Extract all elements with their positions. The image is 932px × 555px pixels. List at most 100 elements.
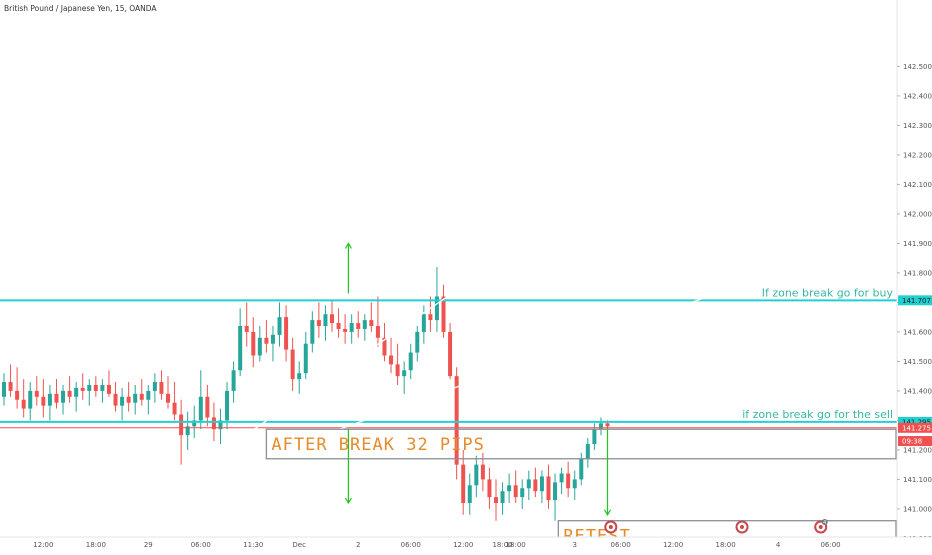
arrow-head [604, 509, 612, 516]
candle-body [343, 328, 348, 332]
time-tick-label: 18:00 [492, 541, 512, 549]
candle-body [198, 396, 203, 421]
candle-body [415, 331, 420, 353]
candle-body [566, 473, 571, 489]
candle-body [559, 473, 564, 483]
candle-body [126, 396, 131, 403]
price-tick-label: 141.900 [903, 240, 932, 248]
candle-body [139, 393, 144, 400]
candle-body [205, 396, 210, 418]
candle-body [179, 414, 184, 436]
candle-body [487, 479, 492, 498]
candle-body [61, 390, 66, 403]
candle-body [244, 326, 249, 332]
time-tick-label: 3 [572, 541, 576, 549]
candle-body [454, 376, 459, 465]
candle-body [480, 464, 485, 480]
candle-body [605, 423, 610, 427]
price-badge-label: 141.295 [902, 418, 931, 426]
candle-body [152, 382, 157, 391]
candle-body [146, 390, 151, 400]
time-axis[interactable]: 12:00 18:00 29 06:00 11:30 Dec 2 06:00 12:00 18:0… [33, 541, 840, 549]
time-tick-label: 2 [356, 541, 360, 549]
arrow-head [344, 497, 352, 505]
trendline [38, 228, 897, 537]
price-tick-label: 141.000 [903, 505, 932, 513]
candle-body [80, 387, 85, 391]
price-tick-label: 142.100 [903, 181, 932, 189]
time-tick-label: 4 [776, 541, 781, 549]
event-count-label: 4 [823, 520, 826, 526]
candle-body [270, 334, 275, 344]
event-badge-dot [818, 525, 823, 529]
time-tick-label: 18:00 [716, 541, 736, 549]
candle-body [369, 320, 374, 326]
candle-body [67, 390, 72, 397]
candle-body [211, 417, 216, 430]
candle-body [356, 323, 361, 329]
event-markers: 4 [604, 519, 828, 534]
candle-body [375, 326, 380, 338]
record-event-icon [735, 520, 749, 534]
candle-body [277, 317, 282, 335]
candle-body [441, 296, 446, 332]
candle-body [185, 426, 190, 436]
price-tick-label: 142.300 [903, 122, 932, 130]
candle-body [539, 476, 544, 492]
candle-body [592, 429, 597, 444]
candle-body [316, 320, 321, 326]
price-tick-label: 141.200 [903, 446, 932, 454]
candle-body [362, 320, 367, 329]
time-tick-label: Dec [292, 541, 306, 549]
calendar-event-icon [604, 520, 618, 534]
time-tick-label: 06:00 [401, 541, 421, 549]
time-tick-label: 18:00 [506, 541, 526, 549]
candle-body [93, 385, 98, 391]
candle-body [310, 320, 315, 344]
candle-body [323, 314, 328, 326]
candle-body [225, 390, 230, 421]
price-badge [898, 295, 932, 306]
candle-body [520, 488, 525, 498]
time-tick-label: 06:00 [611, 541, 631, 549]
price-tick-label: 142.500 [903, 63, 932, 71]
candle-body [54, 393, 59, 403]
candle-body [106, 385, 111, 394]
annotation-text: AFTER BREAK 32 PIPS [271, 435, 484, 455]
price-badge-label: 141.275 [902, 424, 931, 432]
candle-body [231, 370, 236, 391]
candle-body [428, 314, 433, 321]
symbol-title: British Pound / Japanese Yen, 15, OANDA [4, 4, 157, 13]
candle-body [218, 420, 223, 430]
event-badge-dot [740, 525, 744, 529]
multi-event-icon: 4 [814, 519, 828, 534]
candle-body [192, 420, 197, 427]
price-tick-label: 142.400 [903, 92, 932, 100]
candle-body [533, 479, 538, 492]
price-axis-panel[interactable] [897, 0, 932, 537]
event-badge-dot [608, 525, 613, 529]
candle-body [467, 485, 472, 503]
candle-body [172, 402, 177, 415]
candle-body [553, 482, 558, 501]
candle-body [579, 458, 584, 480]
time-tick-label: 12:00 [453, 541, 473, 549]
time-tick-label: 06:00 [191, 541, 211, 549]
candle-body [434, 296, 439, 321]
candle-body [402, 370, 407, 377]
price-tick-label: 141.400 [903, 387, 932, 395]
candle-body [395, 364, 400, 377]
candle-body [389, 355, 394, 365]
price-tick-label: 141.500 [903, 358, 932, 366]
time-axis-panel[interactable] [0, 537, 932, 550]
candle-body [297, 373, 302, 380]
price-tick-label: 142.000 [903, 210, 932, 218]
candle-body [349, 323, 354, 332]
time-tick-label: 12:00 [33, 541, 53, 549]
candle-body [598, 423, 603, 430]
candles-layer [2, 267, 610, 521]
candle-body [264, 337, 269, 344]
